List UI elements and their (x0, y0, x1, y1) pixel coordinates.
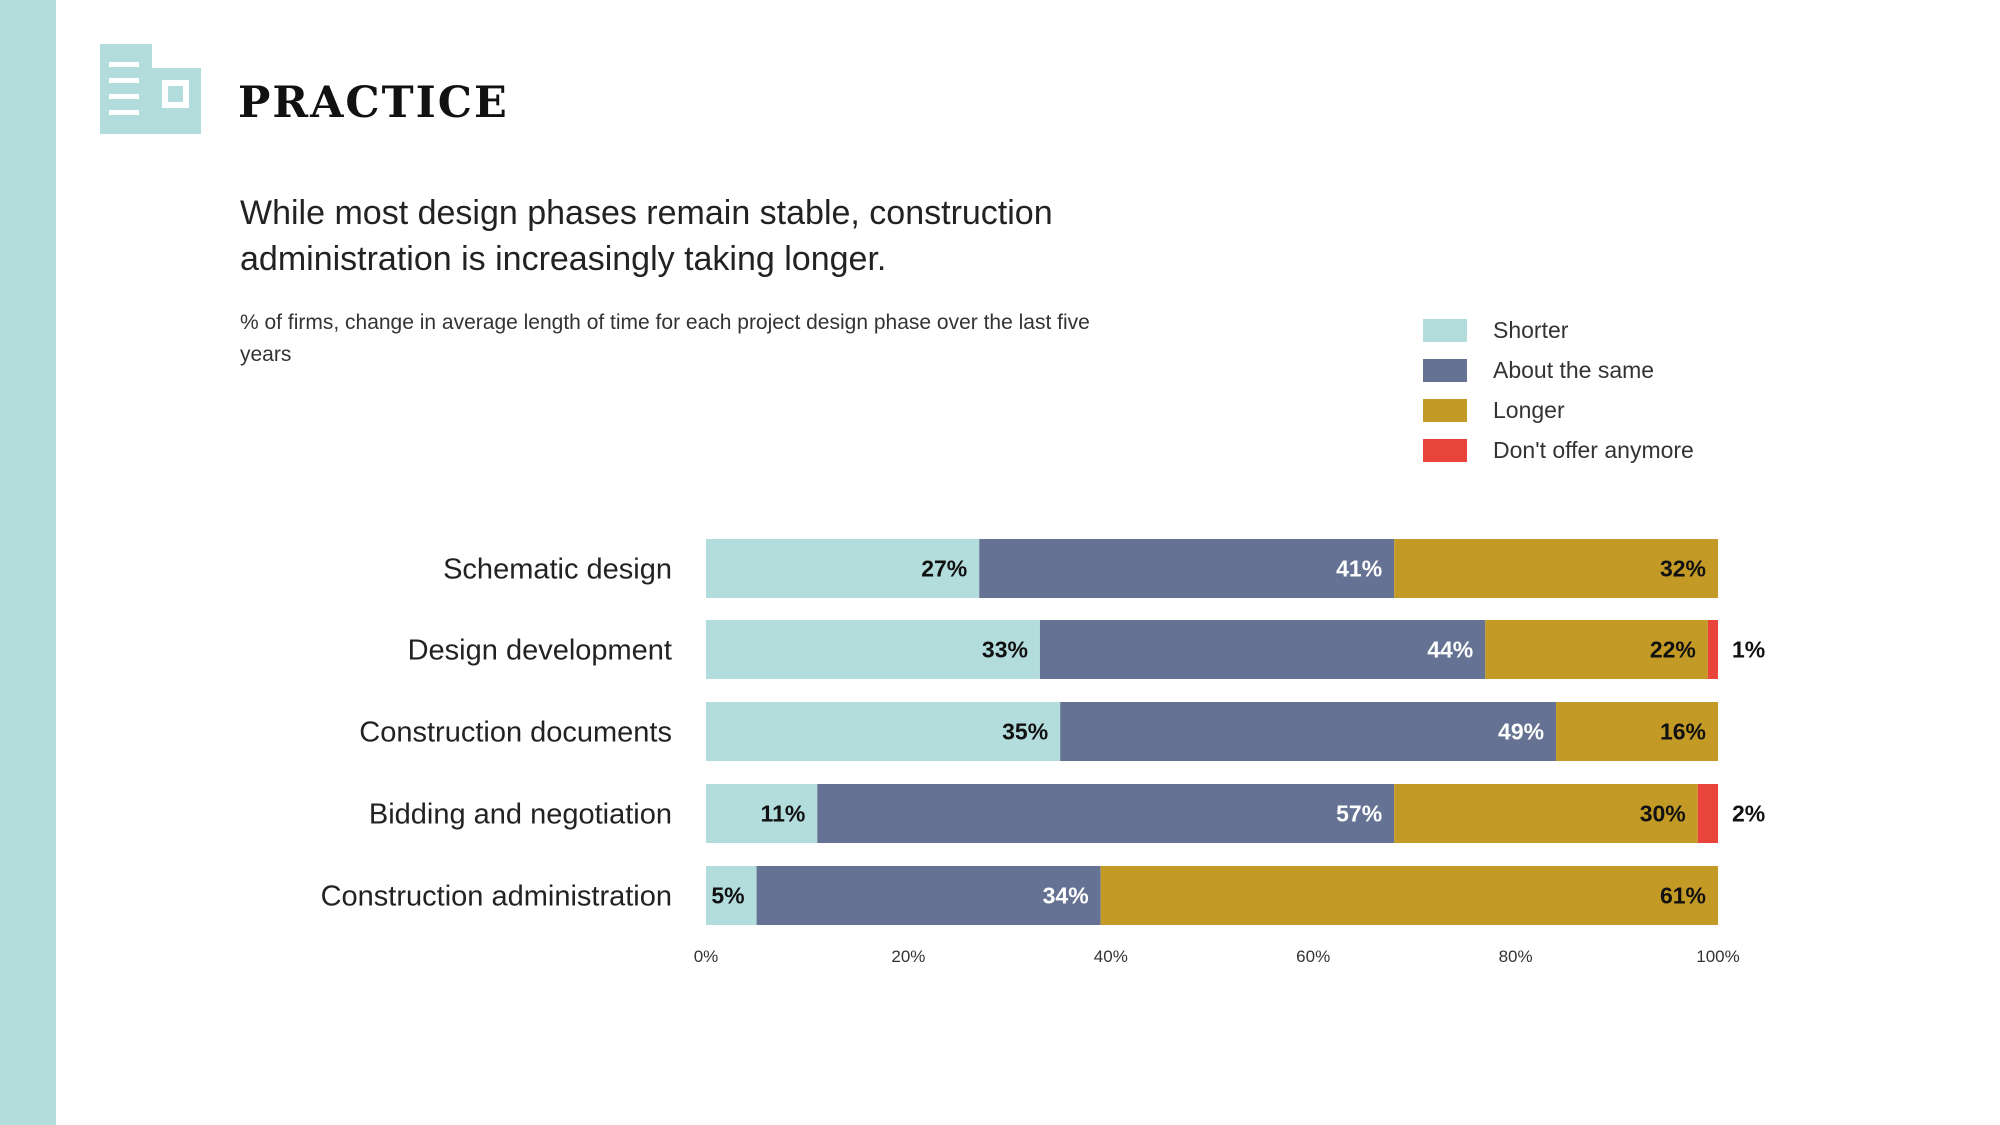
building-icon (100, 44, 201, 134)
data-label: 33% (982, 637, 1028, 663)
bar-segment-about-the-same (817, 784, 1395, 843)
x-tick-label: 20% (891, 947, 925, 966)
bar-segment-shorter (706, 620, 1040, 679)
data-label: 11% (761, 801, 806, 827)
bar-segment-shorter (706, 539, 980, 598)
bar-segment-shorter (706, 702, 1061, 761)
category-label: Schematic design (443, 554, 672, 586)
bar-segment-don-t-offer-anymore (1707, 620, 1718, 679)
x-tick-label: 100% (1696, 947, 1739, 966)
legend-label: Longer (1493, 396, 1565, 423)
data-label: 49% (1498, 719, 1544, 745)
bar-segment-longer (1100, 866, 1718, 925)
legend-swatch-longer (1423, 398, 1467, 422)
chart-headline: While most design phases remain stable, … (240, 194, 1053, 278)
chart-subtitle: % of firms, change in average length of … (240, 311, 1090, 366)
legend-swatch-about-the-same (1423, 358, 1467, 382)
data-label: 35% (1002, 719, 1048, 745)
bar-segment-about-the-same (1039, 620, 1486, 679)
x-tick-label: 0% (694, 947, 719, 966)
chart-legend: Shorter About the same Longer Don't offe… (1423, 310, 1694, 470)
data-label: 34% (1043, 883, 1089, 909)
legend-swatch-dont-offer-anymore (1423, 438, 1467, 462)
data-label: 27% (921, 556, 967, 582)
data-label: 1% (1732, 637, 1765, 663)
bar-segment-longer (1394, 784, 1698, 843)
category-label: Bidding and negotiation (369, 799, 672, 831)
data-label: 44% (1427, 637, 1473, 663)
bar-segment-longer (1556, 702, 1718, 761)
data-label: 30% (1640, 801, 1686, 827)
data-label: 22% (1650, 637, 1696, 663)
legend-label: Don't offer anymore (1493, 436, 1694, 463)
bar-segment-longer (1485, 620, 1708, 679)
data-label: 2% (1732, 801, 1765, 827)
bar-segment-about-the-same (756, 866, 1101, 925)
bar-segment-about-the-same (1060, 702, 1557, 761)
bar-segment-don-t-offer-anymore (1697, 784, 1718, 843)
category-label: Design development (408, 635, 672, 667)
bar-segment-longer (1394, 539, 1718, 598)
bar-segment-shorter (706, 784, 818, 843)
legend-item-longer: Longer (1423, 390, 1694, 430)
data-label: 41% (1336, 556, 1382, 582)
bar-segment-about-the-same (979, 539, 1395, 598)
legend-label: About the same (1493, 356, 1655, 383)
bar-segment-shorter (706, 866, 757, 925)
data-label: 5% (711, 883, 744, 909)
legend-swatch-shorter (1423, 318, 1467, 342)
legend-item-dont-offer-anymore: Don't offer anymore (1423, 430, 1694, 470)
category-label: Construction administration (321, 881, 672, 913)
x-tick-label: 40% (1094, 947, 1128, 966)
x-tick-label: 80% (1499, 947, 1533, 966)
side-accent-bar (0, 0, 56, 1125)
legend-label: Shorter (1493, 316, 1569, 343)
data-label: 16% (1660, 719, 1706, 745)
category-label: Construction documents (359, 717, 672, 749)
legend-item-about-the-same: About the same (1423, 350, 1694, 390)
data-label: 57% (1336, 801, 1382, 827)
data-label: 61% (1660, 883, 1706, 909)
legend-item-shorter: Shorter (1423, 310, 1694, 350)
x-tick-label: 60% (1296, 947, 1330, 966)
section-title: PRACTICE (238, 78, 509, 128)
data-label: 32% (1660, 556, 1706, 582)
